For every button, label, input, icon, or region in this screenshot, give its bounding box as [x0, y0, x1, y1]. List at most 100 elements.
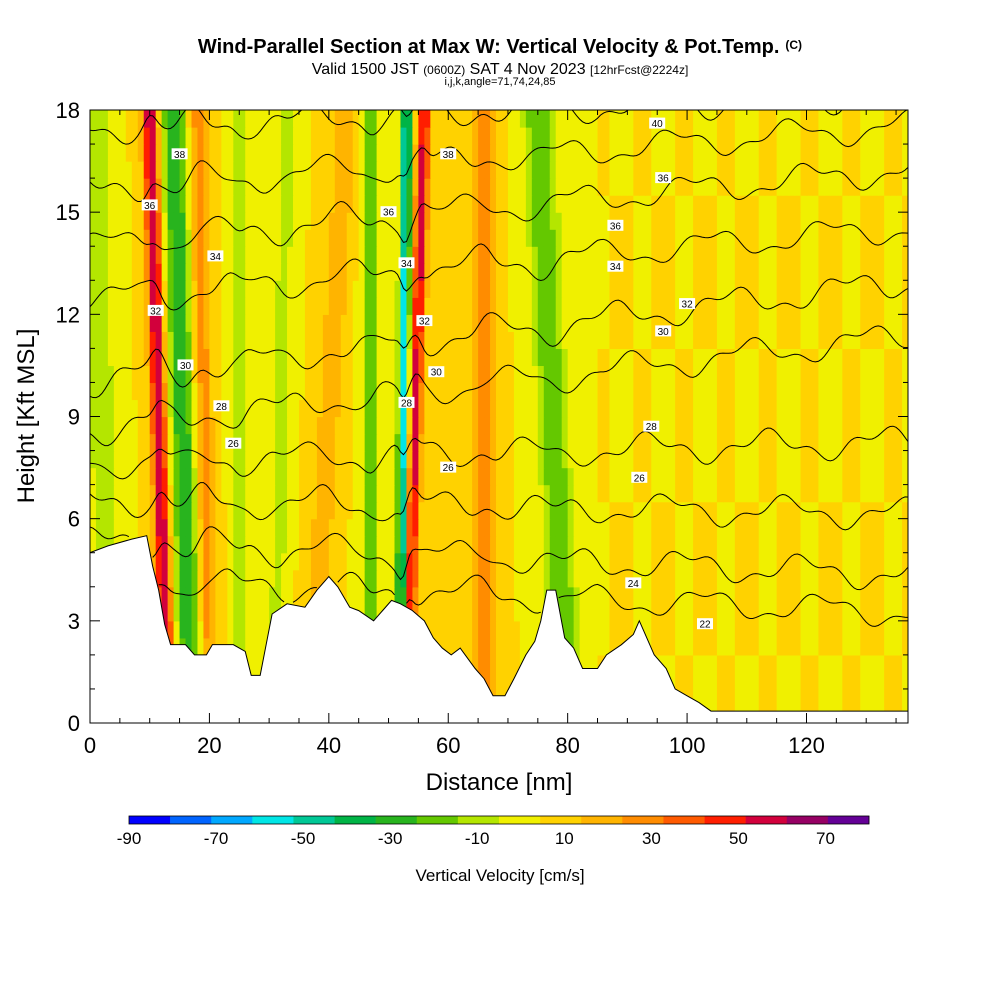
velocity-cell	[442, 110, 449, 128]
velocity-cell	[848, 178, 855, 196]
velocity-cell	[203, 229, 211, 247]
velocity-cell	[519, 280, 527, 298]
velocity-cell	[263, 195, 270, 213]
velocity-cell	[394, 569, 402, 588]
velocity-cell	[788, 399, 796, 418]
velocity-cell	[657, 535, 664, 554]
velocity-cell	[496, 416, 503, 435]
velocity-cell	[239, 331, 246, 349]
velocity-cell	[794, 671, 802, 690]
velocity-cell	[412, 416, 419, 435]
velocity-cell	[442, 314, 449, 332]
velocity-cell	[137, 450, 145, 469]
velocity-cell	[704, 433, 712, 452]
velocity-cell	[107, 212, 115, 230]
velocity-cell	[257, 348, 264, 367]
velocity-cell	[687, 382, 694, 401]
velocity-cell	[525, 518, 533, 537]
velocity-cell	[555, 331, 563, 349]
velocity-cell	[657, 297, 664, 315]
velocity-cell	[197, 552, 205, 571]
velocity-cell	[687, 229, 694, 247]
velocity-cell	[531, 620, 539, 639]
velocity-cell	[675, 501, 682, 520]
velocity-cell	[669, 552, 676, 571]
velocity-cell	[555, 297, 563, 315]
velocity-cell	[669, 433, 676, 452]
velocity-cell	[878, 365, 885, 384]
velocity-cell	[430, 484, 437, 503]
velocity-cell	[537, 467, 545, 486]
velocity-cell	[191, 195, 199, 213]
velocity-cell	[704, 671, 712, 690]
velocity-cell	[806, 127, 814, 145]
velocity-cell	[257, 263, 264, 281]
velocity-cell	[382, 535, 390, 554]
velocity-cell	[669, 450, 676, 469]
velocity-cell	[263, 501, 270, 520]
velocity-cell	[484, 382, 491, 401]
velocity-cell	[221, 382, 228, 401]
velocity-cell	[764, 178, 772, 196]
velocity-cell	[149, 467, 157, 486]
velocity-cell	[293, 314, 300, 332]
velocity-cell	[675, 297, 682, 315]
velocity-cell	[663, 467, 670, 486]
velocity-cell	[418, 535, 425, 554]
velocity-cell	[340, 586, 348, 605]
velocity-cell	[113, 212, 121, 230]
velocity-cell	[782, 195, 790, 213]
velocity-cell	[394, 212, 402, 230]
velocity-cell	[902, 450, 908, 469]
velocity-cell	[860, 161, 867, 179]
velocity-cell	[770, 450, 778, 469]
velocity-cell	[842, 212, 849, 230]
velocity-cell	[496, 654, 503, 673]
velocity-cell	[669, 416, 676, 435]
velocity-cell	[484, 637, 491, 656]
velocity-cell	[519, 620, 527, 639]
velocity-cell	[663, 586, 670, 605]
velocity-cell	[281, 297, 288, 315]
velocity-cell	[836, 586, 843, 605]
velocity-cell	[764, 280, 772, 298]
velocity-cell	[842, 688, 849, 707]
velocity-cell	[143, 467, 151, 486]
velocity-cell	[119, 161, 127, 179]
velocity-cell	[209, 348, 216, 367]
velocity-cell	[884, 637, 891, 656]
velocity-cell	[549, 127, 557, 145]
velocity-cell	[167, 297, 175, 315]
velocity-cell	[746, 603, 754, 622]
velocity-cell	[424, 110, 431, 128]
velocity-cell	[693, 416, 700, 435]
velocity-cell	[549, 467, 557, 486]
velocity-cell	[788, 314, 796, 332]
velocity-cell	[788, 263, 796, 281]
velocity-cell	[561, 280, 569, 298]
velocity-cell	[872, 518, 879, 537]
velocity-cell	[728, 246, 736, 264]
velocity-cell	[824, 399, 831, 418]
velocity-cell	[567, 314, 575, 332]
velocity-cell	[370, 467, 378, 486]
velocity-cell	[388, 195, 396, 213]
velocity-cell	[245, 263, 252, 281]
velocity-cell	[197, 518, 205, 537]
velocity-cell	[275, 518, 282, 537]
velocity-cell	[191, 127, 199, 145]
velocity-cell	[639, 246, 646, 264]
velocity-cell	[764, 518, 772, 537]
velocity-cell	[412, 110, 419, 128]
velocity-cell	[233, 110, 240, 128]
velocity-cell	[615, 297, 622, 315]
velocity-cell	[287, 535, 294, 554]
velocity-cell	[501, 433, 509, 452]
velocity-cell	[173, 416, 181, 435]
velocity-cell	[884, 246, 891, 264]
velocity-cell	[645, 552, 652, 571]
velocity-cell	[209, 552, 216, 571]
velocity-cell	[310, 399, 318, 418]
velocity-cell	[519, 637, 527, 656]
velocity-cell	[633, 382, 640, 401]
